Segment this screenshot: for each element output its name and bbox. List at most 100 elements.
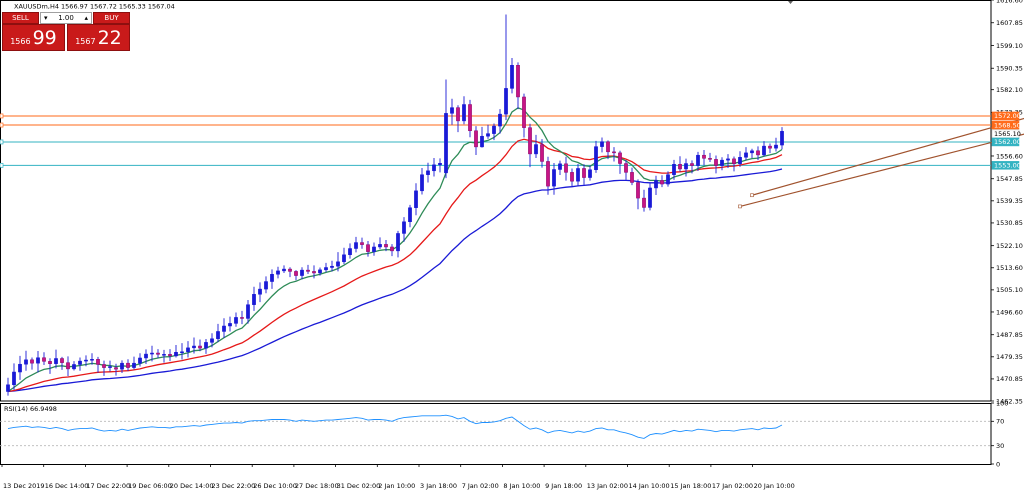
candle: [138, 353, 142, 367]
candle: [246, 300, 250, 324]
candle-body: [762, 145, 766, 156]
candle: [102, 360, 106, 376]
trend-line[interactable]: [751, 67, 1024, 196]
candle-body: [408, 207, 412, 223]
level-handle[interactable]: [0, 139, 4, 145]
candle-body: [312, 271, 316, 274]
candle-body: [678, 164, 682, 170]
level-handle[interactable]: [0, 113, 4, 119]
candle-body: [396, 233, 400, 252]
buy-price-button[interactable]: 1567 22: [67, 24, 130, 51]
candle: [708, 152, 712, 162]
price-tag-label: 1572.00: [994, 112, 1021, 120]
candle-body: [588, 169, 592, 178]
candle-body: [330, 265, 334, 268]
candle-body: [294, 271, 298, 276]
candle-body: [288, 268, 292, 272]
candle-body: [672, 164, 676, 175]
candle-body: [234, 317, 238, 324]
candle-body: [78, 360, 82, 365]
buy-button[interactable]: BUY: [93, 12, 130, 24]
candle-body: [138, 357, 142, 364]
candle: [690, 160, 694, 174]
time-tick-label: 14 Jan 10:00: [629, 482, 670, 490]
price-tag: [991, 111, 1020, 121]
candle-body: [18, 363, 22, 373]
candle-body: [318, 269, 322, 274]
candle: [192, 337, 196, 354]
rsi-tick-label: 70: [996, 418, 1004, 426]
level-handle[interactable]: [0, 122, 4, 128]
candle: [396, 230, 400, 258]
time-tick-label: 27 Dec 18:00: [295, 482, 339, 490]
candle: [468, 99, 472, 138]
candle-body: [504, 88, 508, 115]
candle: [294, 270, 298, 281]
time-tick-label: 16 Dec 14:00: [45, 482, 89, 490]
lot-size-input[interactable]: ▾ 1.00 ▴: [40, 12, 92, 24]
candle-body: [636, 182, 640, 199]
candle-body: [774, 144, 778, 149]
candle: [780, 127, 784, 150]
candle-body: [30, 359, 34, 364]
candle-body: [516, 65, 520, 98]
candle-body: [642, 197, 646, 208]
candle: [120, 360, 124, 374]
shift-marker-icon[interactable]: [788, 1, 793, 4]
time-tick-label: 2 Jan 10:00: [378, 482, 415, 490]
candle-body: [246, 304, 250, 319]
candle: [402, 217, 406, 242]
candle: [174, 344, 178, 358]
candle: [570, 168, 574, 188]
price-tick-label: 1590.35: [996, 65, 1023, 73]
price-tag-label: 1562.00: [994, 138, 1021, 146]
candle: [444, 79, 448, 179]
candle: [198, 339, 202, 352]
candle: [12, 363, 16, 390]
candle-body: [732, 158, 736, 165]
candle-body: [366, 244, 370, 252]
candle: [36, 350, 40, 373]
candle-body: [216, 331, 220, 339]
candle: [762, 141, 766, 157]
candle: [630, 167, 634, 186]
candle: [732, 156, 736, 172]
sell-button[interactable]: SELL: [2, 12, 39, 24]
candle-body: [336, 261, 340, 267]
lot-increase-icon[interactable]: ▴: [84, 14, 88, 22]
price-tick-label: 1599.10: [996, 42, 1023, 50]
candle: [540, 139, 544, 168]
candle-body: [522, 96, 526, 128]
candle-body: [768, 145, 772, 149]
price-tick-label: 1616.60: [996, 0, 1023, 4]
candle: [672, 159, 676, 180]
level-handle[interactable]: [0, 162, 4, 168]
sell-price-button[interactable]: 1566 99: [2, 24, 65, 51]
candle: [588, 165, 592, 181]
candle-body: [702, 154, 706, 159]
trend-anchor[interactable]: [750, 193, 754, 198]
trend-line[interactable]: [739, 87, 1024, 207]
candle-body: [666, 174, 670, 185]
time-tick-label: 17 Jan 02:00: [712, 482, 753, 490]
candle-body: [144, 353, 148, 359]
time-tick-label: 20 Jan 10:00: [754, 482, 795, 490]
candle: [684, 158, 688, 177]
candle: [768, 143, 772, 154]
trend-anchor[interactable]: [738, 204, 742, 209]
candle-body: [552, 169, 556, 187]
candle: [306, 264, 310, 275]
candle-body: [192, 345, 196, 349]
candle-body: [114, 367, 118, 370]
candle: [480, 126, 484, 148]
candle: [282, 265, 286, 273]
lot-decrease-icon[interactable]: ▾: [44, 14, 48, 22]
candle-body: [354, 242, 358, 249]
candle: [438, 158, 442, 173]
candle-body: [714, 159, 718, 166]
price-tick-label: 1505.10: [996, 286, 1023, 294]
candle: [678, 156, 682, 172]
candle-body: [240, 317, 244, 319]
ema-slow-line: [7, 168, 783, 393]
candle-body: [384, 244, 388, 248]
